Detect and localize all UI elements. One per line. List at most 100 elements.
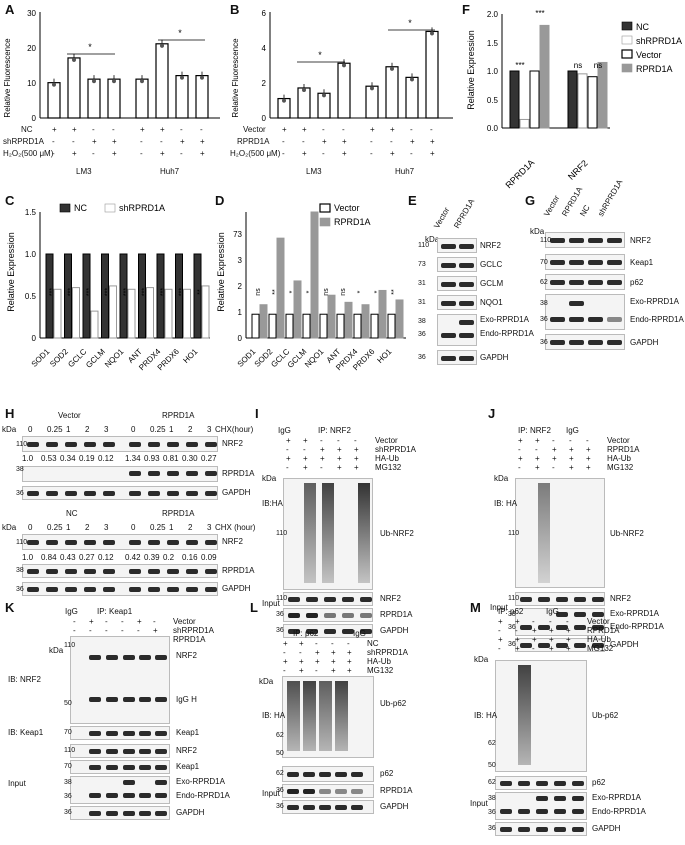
k-in-gapdh-band-0 (89, 811, 101, 816)
m-smear-0 (518, 665, 531, 765)
bar-a-2 (87, 78, 101, 119)
blotM-mark-0-0: + (498, 617, 503, 626)
a-row-nc-label: NC (21, 125, 33, 134)
i-gapdh-band-1 (306, 629, 318, 634)
blotI-mark-3-4: + (354, 463, 359, 472)
g-endo-band-2 (588, 317, 603, 322)
chart-f: Relative Expression 0.0 0.5 1.0 1.5 2.0 … (466, 9, 682, 190)
b-group-lm3: LM3 (306, 167, 322, 176)
h2-gapdh-band-7 (167, 587, 179, 592)
m-p62-band-0 (500, 781, 512, 786)
h1-gapdh-band-4 (103, 491, 115, 496)
g-marker-0: 110 (540, 237, 552, 244)
bar-a-0 (47, 82, 61, 119)
k-in-keap1-band-4 (155, 765, 167, 770)
f-tick-15: 1.5 (487, 39, 499, 48)
bar-f-1-0 (567, 70, 578, 129)
blotL-mark-2-0: + (283, 657, 288, 666)
b-tick-2: 2 (262, 79, 267, 88)
j-endo-band-0 (520, 625, 532, 630)
i-smear-1 (322, 483, 334, 583)
blotJ-mark-0-3: - (569, 436, 572, 445)
bar-d-8-1 (395, 299, 404, 339)
blotM-kda: kDa (474, 655, 489, 664)
h-marker-110b: 110 (16, 539, 28, 546)
c-ylabel: Relative Expression (6, 232, 16, 312)
bar-a-3 (107, 78, 121, 119)
panel-letter-g: G (525, 193, 536, 208)
j-marker-110b: 110 (508, 595, 520, 602)
m-endo-band-2 (536, 809, 548, 814)
sig-c-8: ** (197, 289, 204, 295)
h1-nrf2-band-4 (103, 442, 115, 447)
blotI-mark-0-4: - (354, 436, 357, 445)
m-label-gapdh: GAPDH (592, 824, 621, 833)
blotL-mark-3-0: - (283, 666, 286, 675)
h1-gapdh-band-3 (84, 491, 96, 496)
h-label-rprd1ab: RPRD1A (222, 566, 255, 575)
i-marker-36a: 36 (276, 611, 284, 618)
i-input: Input (262, 599, 280, 608)
blotM-mark-3-1: + (515, 644, 520, 653)
panel-letter-c: C (5, 193, 15, 208)
h1-gapdh-band-7 (167, 491, 179, 496)
h1-gapdh-band-9 (205, 491, 217, 496)
panel-letter-b: B (230, 2, 240, 17)
blotK-row-2: RPRD1A (173, 635, 206, 644)
k-label-exo: Exo-RPRD1A (176, 777, 225, 786)
k-label-keap1: Keap1 (176, 728, 200, 737)
f-tick-05: 0.5 (487, 96, 499, 105)
i-smear-2 (358, 483, 370, 583)
b-group-huh7: Huh7 (395, 167, 415, 176)
blotK-igg: IgG (65, 607, 78, 616)
mark-a-0-0: + (52, 125, 57, 134)
h-label-gapdhb: GAPDH (222, 584, 251, 593)
bar-c-4-1 (127, 288, 136, 339)
j-marker-36a: 36 (508, 624, 516, 631)
blotM-mark-3-3: + (549, 644, 554, 653)
f-ylabel: Relative Expression (466, 30, 476, 110)
dot-b-4 (370, 86, 374, 91)
i-rprd1a-band-3 (342, 613, 354, 618)
blotL-mark-3-3: + (331, 666, 336, 675)
k-marker-110b: 110 (64, 747, 76, 754)
blotK-row-0: Vector (173, 617, 196, 626)
blotM-mark-2-3: + (549, 635, 554, 644)
k-label-iggh: IgG H (176, 695, 197, 704)
bar-c-1-0 (64, 253, 72, 339)
k-marker-36: 36 (64, 793, 72, 800)
l-marker-36: 36 (276, 787, 284, 794)
j-ub-nrf2: Ub-NRF2 (610, 529, 644, 538)
h1-rprd1a-band-0 (129, 471, 141, 476)
i-rprd1a-band-0 (288, 613, 300, 618)
blotL-mark-3-2: - (315, 666, 318, 675)
e-endo-band-0 (441, 333, 456, 338)
h1-gapdh-band-1 (46, 491, 58, 496)
f-legend-vector: Vector (636, 50, 662, 60)
e-blot-4-band-0 (441, 356, 456, 361)
bar-d-7-0 (370, 313, 379, 339)
f-cat-nrf2: NRF2 (566, 158, 590, 182)
b-row-vector-label: Vector (243, 125, 266, 134)
l-label-p62: p62 (380, 769, 394, 778)
h-quant-top-3: 0.19 (79, 454, 95, 463)
k-nrf2-band-1 (106, 655, 118, 660)
h-marker-36b: 36 (16, 586, 24, 593)
h-time-bottom-3: 2 (85, 523, 90, 532)
g-marker-1: 70 (540, 259, 548, 266)
sig-d-2: * (289, 290, 296, 293)
j-gapdh-band-0 (520, 643, 532, 648)
g-blot-0 (545, 232, 625, 248)
j-exo-band-1 (574, 612, 586, 617)
c-tick-05: 0.5 (25, 292, 37, 301)
k-input: Input (8, 779, 26, 788)
e-blot-1 (437, 257, 477, 272)
m-p62-band-2 (536, 781, 548, 786)
g-blot-3-band-0 (550, 340, 565, 345)
blotJ-mark-3-1: + (535, 463, 540, 472)
k-iggh-band-2 (123, 697, 135, 702)
blotI-mark-0-0: + (286, 436, 291, 445)
dot-b-7 (430, 31, 434, 36)
i-gapdh-band-2 (324, 629, 336, 634)
blotJ-mark-1-3: + (569, 445, 574, 454)
